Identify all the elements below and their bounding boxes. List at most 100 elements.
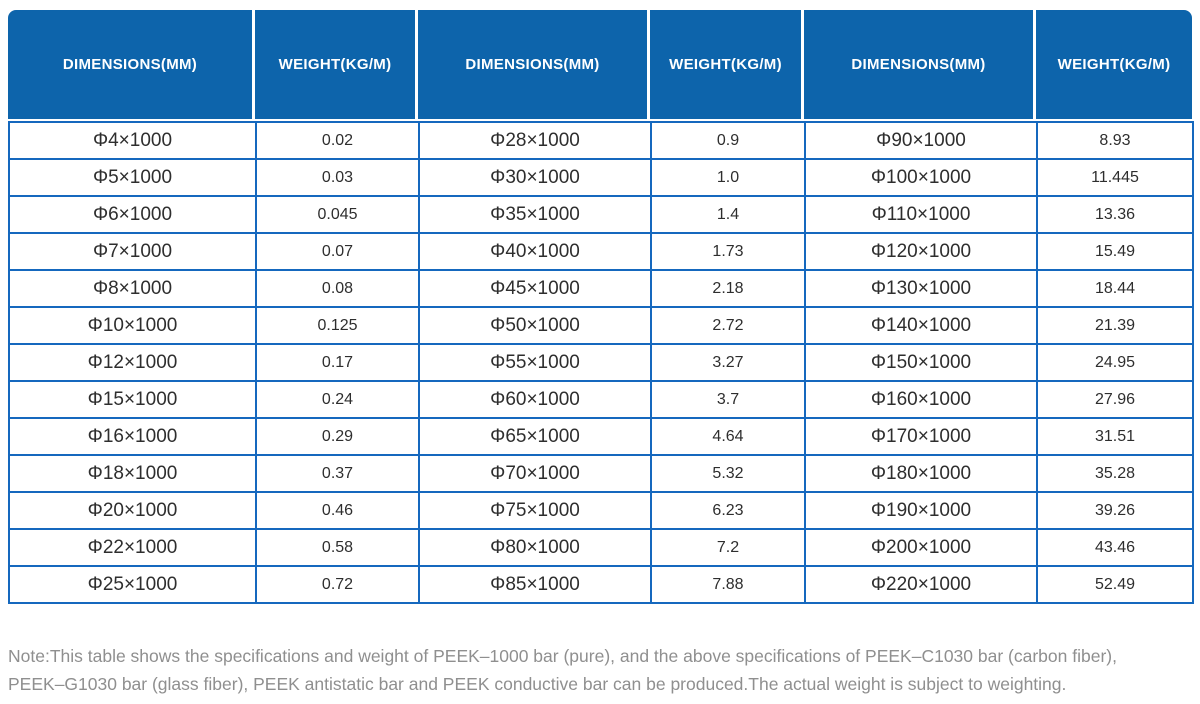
table-body: Φ4×1000 0.02 Φ28×1000 0.9 Φ90×1000 8.93 Φ5×100… <box>8 121 1194 604</box>
header-cell-weight-1: WEIGHT(KG/M) <box>255 10 418 119</box>
weight-cell: 52.49 <box>1036 565 1194 604</box>
dimension-cell: Φ50×1000 <box>418 306 652 345</box>
dimension-cell: Φ30×1000 <box>418 158 652 197</box>
dimension-cell: Φ65×1000 <box>418 417 652 456</box>
weight-cell: 0.29 <box>255 417 420 456</box>
table-row: Φ5×1000 0.03 Φ30×1000 1.0 Φ100×1000 11.445 <box>8 158 1194 197</box>
table-row: Φ16×1000 0.29 Φ65×1000 4.64 Φ170×1000 31.51 <box>8 417 1194 456</box>
dimension-cell: Φ40×1000 <box>418 232 652 271</box>
weight-cell: 1.73 <box>650 232 806 271</box>
table-row: Φ22×1000 0.58 Φ80×1000 7.2 Φ200×1000 43.46 <box>8 528 1194 567</box>
dimension-cell: Φ4×1000 <box>8 121 257 160</box>
weight-cell: 0.07 <box>255 232 420 271</box>
spec-table: DIMENSIONS(MM) WEIGHT(KG/M) DIMENSIONS(M… <box>8 10 1194 604</box>
dimension-cell: Φ130×1000 <box>804 269 1038 308</box>
weight-cell: 3.27 <box>650 343 806 382</box>
table-row: Φ10×1000 0.125 Φ50×1000 2.72 Φ140×1000 21.39 <box>8 306 1194 345</box>
table-row: Φ4×1000 0.02 Φ28×1000 0.9 Φ90×1000 8.93 <box>8 121 1194 160</box>
table-row: Φ7×1000 0.07 Φ40×1000 1.73 Φ120×1000 15.49 <box>8 232 1194 271</box>
weight-cell: 8.93 <box>1036 121 1194 160</box>
header-cell-weight-2: WEIGHT(KG/M) <box>650 10 804 119</box>
weight-cell: 27.96 <box>1036 380 1194 419</box>
weight-cell: 0.46 <box>255 491 420 530</box>
weight-cell: 0.08 <box>255 269 420 308</box>
table-row: Φ6×1000 0.045 Φ35×1000 1.4 Φ110×1000 13.36 <box>8 195 1194 234</box>
dimension-cell: Φ220×1000 <box>804 565 1038 604</box>
weight-cell: 0.58 <box>255 528 420 567</box>
weight-cell: 43.46 <box>1036 528 1194 567</box>
note-line-1: Note:This table shows the specifications… <box>8 646 1117 666</box>
weight-cell: 0.9 <box>650 121 806 160</box>
dimension-cell: Φ140×1000 <box>804 306 1038 345</box>
dimension-cell: Φ70×1000 <box>418 454 652 493</box>
dimension-cell: Φ60×1000 <box>418 380 652 419</box>
dimension-cell: Φ16×1000 <box>8 417 257 456</box>
header-cell-dimensions-3: DIMENSIONS(MM) <box>804 10 1036 119</box>
weight-cell: 35.28 <box>1036 454 1194 493</box>
weight-cell: 3.7 <box>650 380 806 419</box>
weight-cell: 31.51 <box>1036 417 1194 456</box>
weight-cell: 0.37 <box>255 454 420 493</box>
table-row: Φ15×1000 0.24 Φ60×1000 3.7 Φ160×1000 27.96 <box>8 380 1194 419</box>
dimension-cell: Φ110×1000 <box>804 195 1038 234</box>
weight-cell: 2.72 <box>650 306 806 345</box>
dimension-cell: Φ15×1000 <box>8 380 257 419</box>
weight-cell: 18.44 <box>1036 269 1194 308</box>
dimension-cell: Φ18×1000 <box>8 454 257 493</box>
weight-cell: 0.125 <box>255 306 420 345</box>
weight-cell: 0.72 <box>255 565 420 604</box>
weight-cell: 4.64 <box>650 417 806 456</box>
dimension-cell: Φ190×1000 <box>804 491 1038 530</box>
dimension-cell: Φ80×1000 <box>418 528 652 567</box>
weight-cell: 21.39 <box>1036 306 1194 345</box>
dimension-cell: Φ120×1000 <box>804 232 1038 271</box>
dimension-cell: Φ12×1000 <box>8 343 257 382</box>
header-cell-dimensions-2: DIMENSIONS(MM) <box>418 10 650 119</box>
dimension-cell: Φ170×1000 <box>804 417 1038 456</box>
weight-cell: 1.4 <box>650 195 806 234</box>
dimension-cell: Φ22×1000 <box>8 528 257 567</box>
table-row: Φ18×1000 0.37 Φ70×1000 5.32 Φ180×1000 35.28 <box>8 454 1194 493</box>
dimension-cell: Φ28×1000 <box>418 121 652 160</box>
dimension-cell: Φ7×1000 <box>8 232 257 271</box>
weight-cell: 6.23 <box>650 491 806 530</box>
dimension-cell: Φ8×1000 <box>8 269 257 308</box>
dimension-cell: Φ180×1000 <box>804 454 1038 493</box>
weight-cell: 7.88 <box>650 565 806 604</box>
weight-cell: 0.045 <box>255 195 420 234</box>
weight-cell: 7.2 <box>650 528 806 567</box>
table-row: Φ8×1000 0.08 Φ45×1000 2.18 Φ130×1000 18.44 <box>8 269 1194 308</box>
dimension-cell: Φ75×1000 <box>418 491 652 530</box>
dimension-cell: Φ5×1000 <box>8 158 257 197</box>
dimension-cell: Φ20×1000 <box>8 491 257 530</box>
dimension-cell: Φ6×1000 <box>8 195 257 234</box>
weight-cell: 5.32 <box>650 454 806 493</box>
note-line-2: PEEK–G1030 bar (glass fiber), PEEK antis… <box>8 674 1067 694</box>
table-row: Φ12×1000 0.17 Φ55×1000 3.27 Φ150×1000 24.95 <box>8 343 1194 382</box>
table-row: Φ20×1000 0.46 Φ75×1000 6.23 Φ190×1000 39.26 <box>8 491 1194 530</box>
dimension-cell: Φ200×1000 <box>804 528 1038 567</box>
weight-cell: 0.24 <box>255 380 420 419</box>
dimension-cell: Φ45×1000 <box>418 269 652 308</box>
dimension-cell: Φ85×1000 <box>418 565 652 604</box>
header-cell-weight-3: WEIGHT(KG/M) <box>1036 10 1192 119</box>
table-row: Φ25×1000 0.72 Φ85×1000 7.88 Φ220×1000 52.49 <box>8 565 1194 604</box>
weight-cell: 13.36 <box>1036 195 1194 234</box>
dimension-cell: Φ25×1000 <box>8 565 257 604</box>
weight-cell: 2.18 <box>650 269 806 308</box>
table-header-row: DIMENSIONS(MM) WEIGHT(KG/M) DIMENSIONS(M… <box>8 10 1192 119</box>
dimension-cell: Φ90×1000 <box>804 121 1038 160</box>
dimension-cell: Φ55×1000 <box>418 343 652 382</box>
weight-cell: 24.95 <box>1036 343 1194 382</box>
weight-cell: 39.26 <box>1036 491 1194 530</box>
weight-cell: 15.49 <box>1036 232 1194 271</box>
weight-cell: 1.0 <box>650 158 806 197</box>
weight-cell: 11.445 <box>1036 158 1194 197</box>
weight-cell: 0.17 <box>255 343 420 382</box>
dimension-cell: Φ100×1000 <box>804 158 1038 197</box>
table-note: Note:This table shows the specifications… <box>8 642 1194 698</box>
dimension-cell: Φ160×1000 <box>804 380 1038 419</box>
dimension-cell: Φ10×1000 <box>8 306 257 345</box>
dimension-cell: Φ35×1000 <box>418 195 652 234</box>
